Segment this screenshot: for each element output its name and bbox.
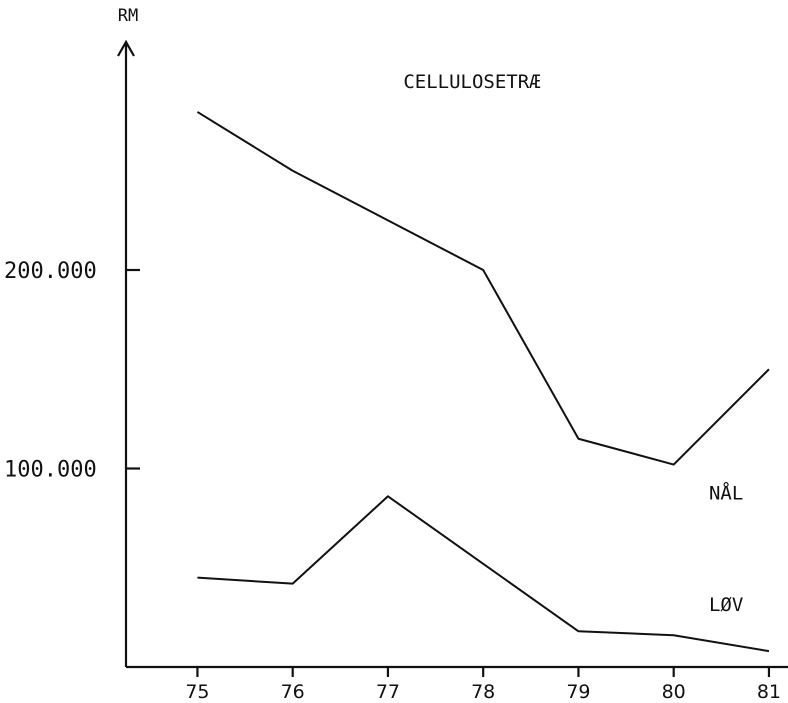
x-tick-label-81: 81 bbox=[757, 681, 781, 703]
y-tick-label-200000: 200.000 bbox=[4, 259, 97, 284]
axes bbox=[117, 39, 788, 669]
y-axis-arrow bbox=[117, 39, 135, 57]
y-axis-label: RM bbox=[118, 6, 138, 26]
x-tick-label-77: 77 bbox=[376, 681, 400, 703]
x-tick-label-75: 75 bbox=[185, 681, 209, 703]
x-tick-label-76: 76 bbox=[281, 681, 305, 703]
x-tick-label-79: 79 bbox=[566, 681, 590, 703]
series-lines bbox=[196, 111, 770, 653]
x-tick-label-80: 80 bbox=[662, 681, 686, 703]
chart-title: CELLULOSETRÆ bbox=[403, 71, 540, 93]
series-line-1 bbox=[196, 111, 770, 466]
x-tick-label-78: 78 bbox=[471, 681, 495, 703]
series-label-2: LØV bbox=[709, 594, 743, 616]
y-tick-label-100000: 100.000 bbox=[4, 458, 97, 483]
series-line-2 bbox=[197, 495, 770, 653]
series-label-1: NÅL bbox=[709, 481, 743, 504]
series-labels: NÅL LØV bbox=[709, 481, 743, 616]
ticks: 75 76 77 78 79 80 81 100.000 200.000 bbox=[4, 259, 781, 703]
